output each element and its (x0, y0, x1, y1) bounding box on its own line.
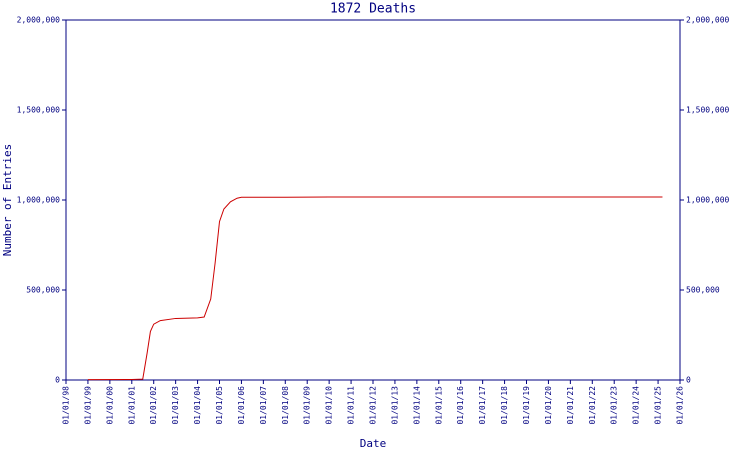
x-tick-label: 01/01/17 (478, 386, 487, 425)
x-tick-label: 01/01/08 (281, 386, 290, 425)
y-tick-label-right: 2,000,000 (686, 16, 730, 25)
x-tick-label: 01/01/01 (127, 386, 136, 425)
x-tick-label: 01/01/04 (193, 386, 202, 425)
x-tick-label: 01/01/24 (632, 386, 641, 425)
x-tick-label: 01/01/23 (610, 386, 619, 425)
x-tick-label: 01/01/21 (566, 386, 575, 425)
x-tick-label: 01/01/20 (544, 386, 553, 425)
x-axis-label: Date (360, 437, 387, 450)
y-tick-label: 1,000,000 (17, 196, 61, 205)
y-tick-label-right: 500,000 (686, 286, 720, 295)
y-tick-label: 2,000,000 (17, 16, 61, 25)
x-tick-label: 01/01/13 (390, 386, 399, 425)
x-tick-label: 01/01/22 (588, 386, 597, 425)
x-tick-label: 01/01/02 (149, 386, 158, 425)
x-tick-label: 01/01/07 (259, 386, 268, 425)
x-tick-label: 01/01/05 (215, 386, 224, 425)
data-line (87, 196, 663, 381)
y-axis-label: Number of Entries (1, 144, 14, 257)
x-tick-label: 01/01/15 (434, 386, 443, 425)
x-tick-label: 01/01/09 (303, 386, 312, 425)
x-tick-label: 01/01/10 (325, 386, 334, 425)
x-tick-label: 01/01/19 (522, 386, 531, 425)
x-tick-label: 01/01/14 (412, 386, 421, 425)
x-tick-label: 01/01/26 (676, 386, 685, 425)
y-tick-label: 0 (55, 376, 60, 385)
x-tick-label: 01/01/18 (500, 386, 509, 425)
chart-title: 1872 Deaths (330, 2, 416, 17)
x-tick-label: 01/01/99 (83, 386, 92, 425)
x-tick-label: 01/01/06 (237, 386, 246, 425)
y-tick-label-right: 1,500,000 (686, 106, 730, 115)
x-tick-label: 01/01/16 (456, 386, 465, 425)
x-tick-label: 01/01/98 (62, 386, 71, 425)
plot-frame (65, 19, 681, 381)
x-tick-label: 01/01/00 (105, 386, 114, 425)
x-tick-label: 01/01/12 (369, 386, 378, 425)
x-tick-label: 01/01/11 (347, 386, 356, 425)
x-tick-label: 01/01/03 (171, 386, 180, 425)
y-tick-label-right: 1,000,000 (686, 196, 730, 205)
y-tick-label: 1,500,000 (17, 106, 61, 115)
y-tick-label-right: 0 (686, 376, 691, 385)
y-tick-label: 500,000 (26, 286, 60, 295)
x-tick-label: 01/01/25 (654, 386, 663, 425)
